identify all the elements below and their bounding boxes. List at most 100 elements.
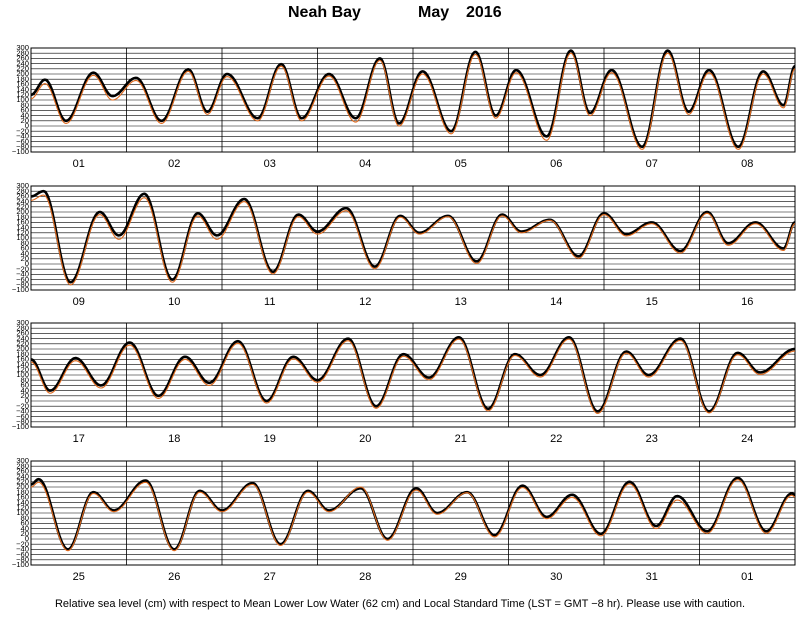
y-tick-label: 80 [21, 513, 29, 522]
x-tick-label: 25 [73, 571, 85, 583]
y-tick-label: 260 [16, 192, 29, 201]
y-tick-label: 0 [25, 259, 29, 268]
y-tick-label: 180 [16, 212, 29, 221]
observed-series-line [30, 49, 796, 149]
x-tick-label: 10 [168, 296, 180, 308]
x-tick-label: 20 [359, 433, 371, 445]
x-tick-label: 14 [550, 296, 562, 308]
y-tick-label: 220 [16, 202, 29, 211]
y-tick-label: 140 [16, 360, 29, 369]
x-tick-label: 12 [359, 296, 371, 308]
y-tick-label: 240 [16, 472, 29, 481]
y-tick-label: 120 [16, 503, 29, 512]
y-tick-label: 280 [16, 461, 29, 470]
y-tick-label: 20 [21, 391, 29, 400]
y-tick-label: 220 [16, 339, 29, 348]
panel-frame [30, 185, 796, 291]
y-tick-label: 140 [16, 223, 29, 232]
y-tick-label: −60 [16, 550, 29, 559]
y-tick-label: 0 [25, 534, 29, 543]
x-tick-label: 04 [359, 158, 371, 170]
y-tick-label: 200 [16, 69, 29, 78]
y-tick-label: −40 [16, 270, 29, 279]
x-tick-label: 15 [646, 296, 658, 308]
x-tick-label: 24 [741, 433, 753, 445]
x-tick-label: 16 [741, 296, 753, 308]
y-tick-label: 20 [21, 116, 29, 125]
y-tick-label: 160 [16, 355, 29, 364]
y-tick-label: −80 [16, 555, 29, 564]
y-tick-label: 200 [16, 482, 29, 491]
x-tick-label: 07 [646, 158, 658, 170]
x-tick-label: 30 [550, 571, 562, 583]
y-tick-label: 80 [21, 100, 29, 109]
y-tick-label: 300 [16, 318, 29, 327]
x-tick-label: 11 [264, 296, 275, 308]
y-tick-label: 300 [16, 456, 29, 465]
x-tick-label: 01 [73, 158, 85, 170]
y-tick-label: 0 [25, 121, 29, 130]
y-tick-label: −100 [12, 422, 29, 431]
y-tick-label: 100 [16, 233, 29, 242]
chart-title: Neah Bay May 2016 [0, 4, 800, 28]
predicted-series-line [30, 479, 796, 552]
y-tick-label: 180 [16, 74, 29, 83]
observed-series-line [30, 476, 797, 551]
y-tick-label: 240 [16, 197, 29, 206]
y-tick-label: 120 [16, 90, 29, 99]
chart-caption: Relative sea level (cm) with respect to … [54, 598, 746, 610]
y-tick-label: 60 [21, 381, 29, 390]
y-tick-label: −100 [12, 560, 29, 569]
y-tick-label: 100 [16, 508, 29, 517]
y-tick-label: −60 [16, 412, 29, 421]
y-tick-label: −20 [16, 539, 29, 548]
y-tick-label: 80 [21, 238, 29, 247]
y-tick-label: −20 [16, 401, 29, 410]
y-tick-label: 160 [16, 493, 29, 502]
panel-frame [30, 47, 796, 153]
y-tick-label: 300 [16, 181, 29, 190]
y-tick-label: −60 [16, 137, 29, 146]
y-tick-label: 260 [16, 467, 29, 476]
x-tick-label: 09 [73, 296, 85, 308]
predicted-series-line [30, 194, 796, 286]
observed-series-line [30, 189, 796, 284]
y-tick-label: −20 [16, 126, 29, 135]
y-tick-label: 240 [16, 59, 29, 68]
x-tick-label: 06 [550, 158, 562, 170]
y-tick-label: 200 [16, 207, 29, 216]
x-tick-label: 23 [646, 433, 658, 445]
y-tick-label: −80 [16, 417, 29, 426]
y-tick-label: 40 [21, 111, 29, 120]
y-tick-label: 60 [21, 519, 29, 528]
y-tick-label: 60 [21, 244, 29, 253]
y-tick-label: 20 [21, 529, 29, 538]
y-tick-label: 40 [21, 386, 29, 395]
x-tick-label: 26 [168, 571, 180, 583]
panel-frame [30, 322, 796, 428]
station-name: Neah Bay [288, 4, 361, 21]
y-tick-label: 120 [16, 228, 29, 237]
y-tick-label: −60 [16, 275, 29, 284]
predicted-series-line [30, 338, 796, 415]
x-tick-label: 31 [646, 571, 658, 583]
x-tick-label: 17 [73, 433, 85, 445]
x-tick-label: 18 [168, 433, 180, 445]
x-tick-label: 13 [455, 296, 467, 308]
y-tick-label: 120 [16, 365, 29, 374]
panel-frame [30, 460, 796, 566]
y-tick-label: 260 [16, 54, 29, 63]
y-tick-label: 280 [16, 323, 29, 332]
y-tick-label: −100 [12, 147, 29, 156]
y-tick-label: 100 [16, 95, 29, 104]
x-tick-label: 29 [455, 571, 467, 583]
y-tick-label: 60 [21, 106, 29, 115]
y-tick-label: 160 [16, 80, 29, 89]
y-tick-label: 280 [16, 48, 29, 57]
x-tick-label: 22 [550, 433, 562, 445]
y-tick-label: 260 [16, 329, 29, 338]
y-tick-label: 240 [16, 334, 29, 343]
y-tick-label: 220 [16, 477, 29, 486]
y-tick-label: −40 [16, 545, 29, 554]
y-tick-label: 220 [16, 64, 29, 73]
